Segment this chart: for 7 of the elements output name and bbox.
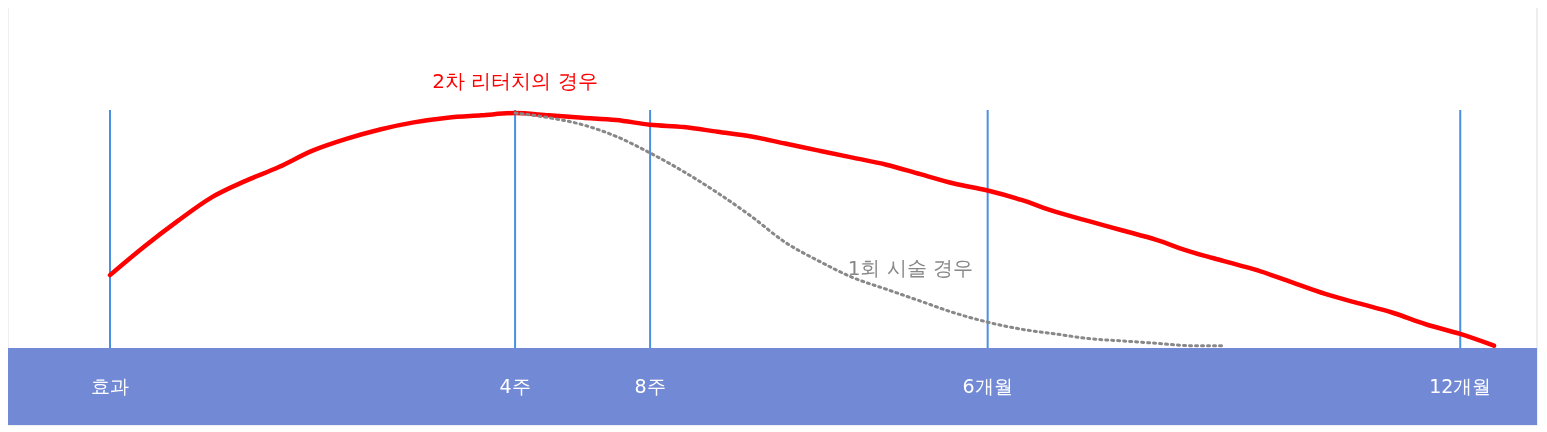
series-label: 2차 리터치의 경우 xyxy=(432,69,598,93)
x-tick-label: 6개월 xyxy=(962,375,1013,397)
x-tick-label: 8주 xyxy=(634,375,666,397)
x-tick-label: 12개월 xyxy=(1429,375,1492,397)
x-tick-label: 4주 xyxy=(499,375,531,397)
series-label: 1회 시술 경우 xyxy=(847,255,974,280)
x-tick-label: 효과 xyxy=(91,375,129,397)
